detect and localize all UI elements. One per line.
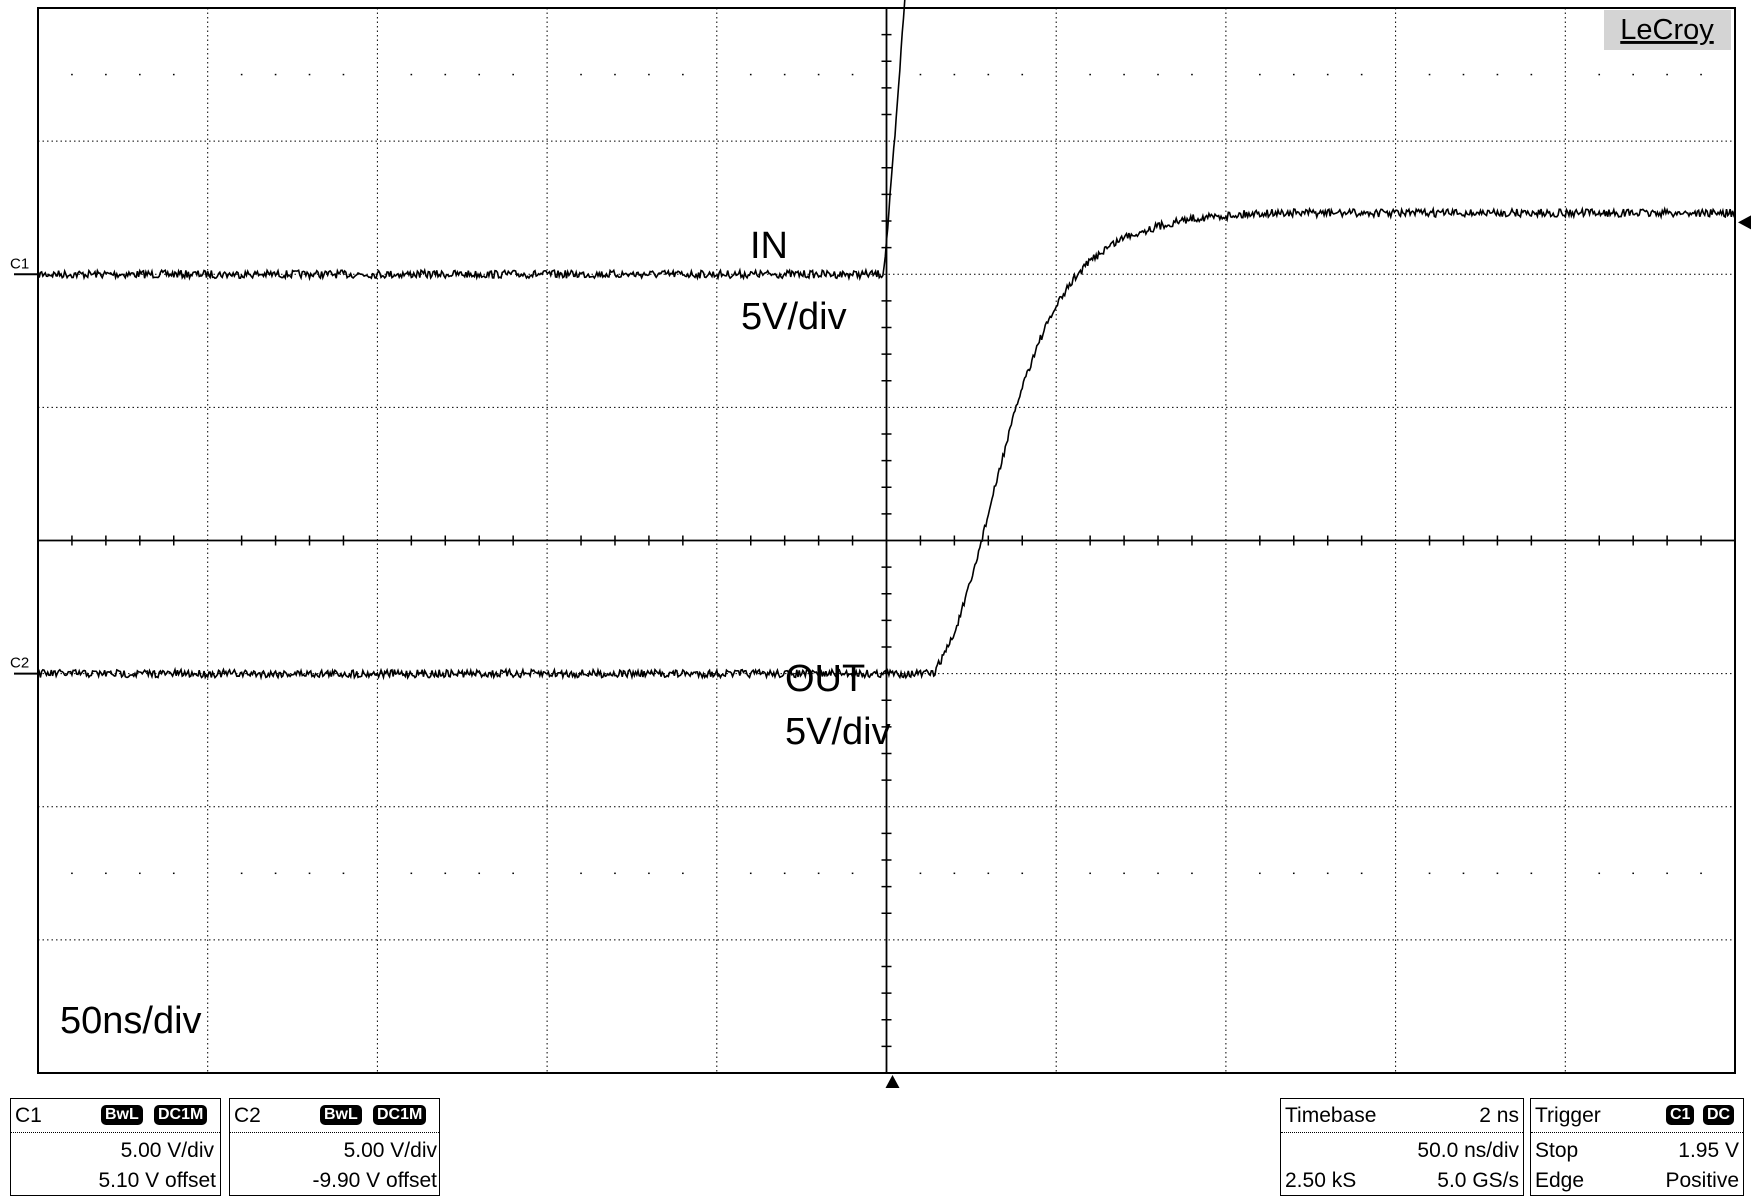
timebase-panel[interactable]: Timebase 2 ns 50.0 ns/div 2.50 kS 5.0 GS… [1280,1098,1524,1196]
channel-c2-bwl-tag: BwL [320,1105,362,1125]
oscilloscope-chart: C1 C2 LeCroy IN 5V/div OUT 5V/div 50ns/di… [10,0,1751,1088]
graticule [38,8,1735,1073]
trigger-mode: Stop [1535,1139,1579,1162]
channel-c1-offset: 5.10 V offset [98,1169,216,1192]
timebase-delay: 2 ns [1479,1104,1519,1127]
channel-c1-vdiv: 5.00 V/div [120,1139,214,1162]
annotation-out-name: OUT [785,658,865,700]
channel-c2-panel[interactable]: C2 BwL DC1M 5.00 V/div -9.90 V offset [229,1098,440,1196]
trigger-position-arrow-icon[interactable] [885,1075,900,1088]
channel-c1-bwl-tag: BwL [101,1105,143,1125]
brand-badge-bg [1604,10,1731,50]
channel-c2-vdiv: 5.00 V/div [343,1139,437,1162]
channel-markers: C1 C2 [10,215,1751,1088]
trigger-coupling-tag: DC [1703,1105,1735,1125]
annotation-in-name: IN [750,225,788,267]
timebase-header [1281,1099,1523,1133]
timebase-tdiv: 50.0 ns/div [1417,1139,1519,1162]
channel-c1-panel[interactable]: C1 BwL DC1M 5.00 V/div 5.10 V offset [10,1098,221,1196]
trace-c2 [37,206,1736,681]
brand-logo: LeCroy [1620,14,1714,46]
channel-c2-name: C2 [234,1104,261,1127]
annotation-out-scale: 5V/div [785,711,891,753]
trigger-slope: Positive [1665,1169,1739,1192]
annotation-timebase: 50ns/div [60,1000,202,1042]
trigger-label: Trigger [1535,1104,1601,1127]
trigger-header [1531,1099,1743,1133]
channel-c2-header [230,1099,439,1133]
trigger-panel[interactable]: Trigger C1 DC Stop 1.95 V Edge Positive [1530,1098,1744,1196]
timebase-samples: 2.50 kS [1285,1169,1357,1192]
ground-label-c2: C2 [10,655,29,672]
channel-c2-coupling-tag: DC1M [373,1105,427,1125]
trace-c1 [37,0,906,282]
channel-c1-coupling-tag: DC1M [154,1105,208,1125]
channel-c2-offset: -9.90 V offset [312,1169,437,1192]
annotation-in-scale: 5V/div [741,296,847,338]
plot-frame [37,7,1736,1074]
trigger-type: Edge [1535,1169,1585,1192]
timebase-label: Timebase [1285,1104,1377,1127]
channel-c1-name: C1 [15,1104,42,1127]
trigger-source-tag: C1 [1666,1105,1695,1125]
trigger-level: 1.95 V [1678,1139,1739,1162]
ground-label-c1: C1 [10,255,29,272]
waveform-traces [37,0,1736,681]
timebase-rate: 5.0 GS/s [1437,1169,1519,1192]
trigger-level-arrow-icon[interactable] [1738,215,1751,230]
channel-c1-header [11,1099,220,1133]
